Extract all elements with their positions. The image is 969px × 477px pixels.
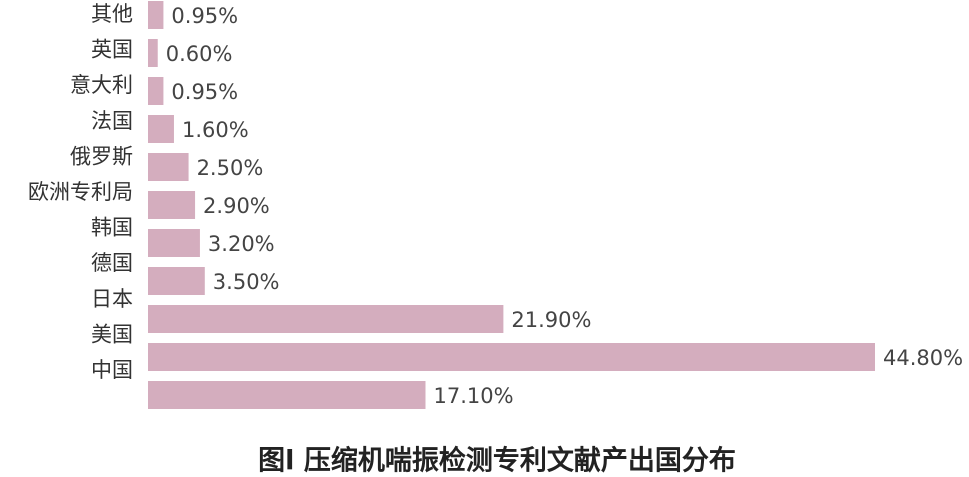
- bar: [148, 115, 174, 143]
- category-label: 英国: [91, 38, 133, 62]
- chart-title: 图l 压缩机喘振检测专利文献产出国分布: [258, 445, 736, 477]
- value-label: 0.60%: [166, 42, 233, 66]
- bar: [148, 381, 426, 409]
- bar: [148, 229, 200, 257]
- bar: [148, 267, 205, 295]
- category-label: 其他: [91, 2, 133, 26]
- category-label: 日本: [91, 287, 133, 311]
- value-label: 44.80%: [883, 346, 963, 370]
- bar: [148, 1, 164, 29]
- category-label: 德国: [91, 251, 133, 275]
- bar: [148, 39, 158, 67]
- bar: [148, 77, 164, 105]
- category-label: 俄罗斯: [70, 144, 133, 168]
- value-label: 0.95%: [171, 4, 238, 28]
- value-label: 3.20%: [208, 232, 275, 256]
- value-label: 2.90%: [203, 194, 270, 218]
- category-label: 欧洲专利局: [28, 180, 133, 204]
- category-label: 法国: [91, 109, 133, 133]
- value-label: 17.10%: [433, 384, 513, 408]
- bar: [148, 191, 196, 219]
- value-label: 2.50%: [197, 156, 264, 180]
- bar: [148, 343, 875, 371]
- category-label: 韩国: [91, 216, 133, 240]
- bar: [148, 305, 504, 333]
- category-label: 中国: [91, 358, 133, 382]
- bar: [148, 153, 189, 181]
- value-label: 1.60%: [182, 118, 249, 142]
- value-label: 3.50%: [213, 270, 280, 294]
- category-label: 意大利: [70, 73, 133, 97]
- value-label: 0.95%: [171, 80, 238, 104]
- category-label: 美国: [91, 322, 133, 346]
- value-label: 21.90%: [511, 308, 591, 332]
